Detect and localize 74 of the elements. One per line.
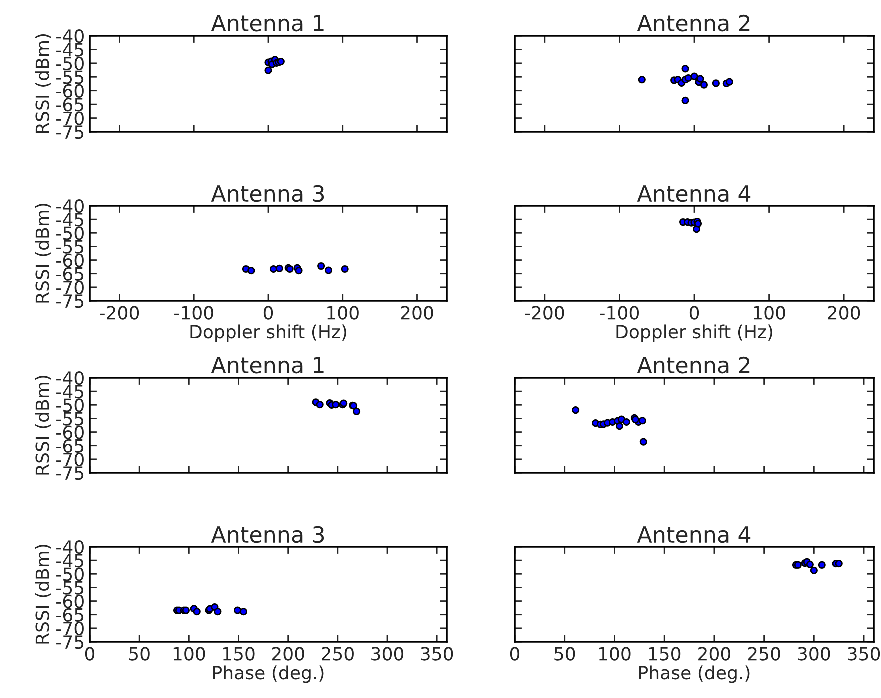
y-tick-label: -55 [56, 240, 84, 254]
x-tick-label: 350 [848, 647, 880, 661]
y-tick-label: -40 [56, 371, 84, 386]
chart-title: Antenna 1 [211, 15, 324, 32]
x-tick-label: -100 [174, 306, 214, 320]
y-tick-label: -40 [56, 29, 84, 44]
y-tick-label: -55 [56, 581, 84, 595]
y-tick-label: -70 [56, 280, 84, 295]
y-tick-label: -45 [56, 43, 84, 57]
y-tick-label: -55 [56, 70, 84, 84]
y-tick-label: -45 [56, 385, 84, 399]
y-tick-label: -70 [56, 622, 84, 636]
y-tick-label: -65 [56, 439, 84, 453]
x-tick-label: 100 [174, 647, 206, 661]
x-axis-title: Phase (deg.) [214, 666, 324, 684]
x-tick-label: 0 [690, 306, 700, 320]
x-tick-label: 350 [421, 647, 454, 661]
y-tick-label: -40 [56, 199, 84, 214]
x-tick-label: 200 [401, 306, 434, 320]
x-tick-label: 200 [698, 647, 730, 661]
x-tick-label: 200 [828, 306, 860, 320]
y-tick-label: -55 [56, 412, 84, 426]
y-tick-label: -75 [56, 126, 84, 140]
x-tick-label: 0 [85, 647, 95, 661]
y-axis-title: RSSI (dBm) [35, 545, 52, 644]
y-tick-label: -75 [56, 636, 84, 650]
x-tick-label: 250 [748, 647, 780, 661]
x-tick-label: 0 [510, 647, 520, 661]
chart-title: Antenna 4 [637, 526, 751, 544]
x-tick-label: 100 [754, 306, 786, 320]
x-tick-label: 100 [599, 647, 631, 661]
y-tick-label: -65 [56, 608, 84, 622]
chart-title: Antenna 4 [637, 186, 751, 202]
x-tick-label: 300 [798, 647, 830, 661]
x-tick-label: 300 [372, 647, 404, 661]
chart-title: Antenna 1 [211, 357, 324, 374]
x-tick-label: 50 [129, 647, 150, 661]
x-tick-label: 0 [264, 306, 274, 320]
y-tick-label: -50 [56, 568, 84, 582]
y-axis-title: RSSI (dBm) [35, 204, 52, 303]
y-axis-title: RSSI (dBm) [35, 34, 52, 134]
y-tick-label: -40 [56, 540, 84, 554]
y-tick-label: -65 [56, 267, 84, 281]
chart-title: Antenna 3 [211, 526, 324, 544]
x-tick-label: -200 [525, 306, 564, 320]
y-tick-label: -60 [56, 594, 84, 608]
x-tick-label: -200 [100, 306, 140, 320]
y-tick-label: -50 [56, 398, 84, 412]
x-tick-label: 50 [554, 647, 576, 661]
x-tick-label: 150 [649, 647, 681, 661]
y-tick-label: -50 [56, 56, 84, 71]
x-tick-label: 200 [272, 647, 304, 661]
x-axis-title: Doppler shift (Hz) [616, 324, 772, 342]
chart-title: Antenna 2 [637, 14, 750, 32]
y-tick-label: -60 [56, 254, 84, 268]
y-tick-label: -75 [56, 466, 84, 480]
y-tick-label: -60 [56, 426, 84, 440]
y-tick-label: -70 [56, 112, 84, 126]
chart-title: Antenna 3 [211, 185, 324, 202]
y-tick-label: -45 [56, 554, 84, 568]
y-tick-label: -65 [56, 98, 84, 112]
y-tick-label: -50 [56, 226, 84, 240]
x-axis-title: Phase (deg.) [640, 666, 750, 684]
x-axis-title: Doppler shift (Hz) [190, 324, 346, 342]
y-axis-title: RSSI (dBm) [35, 376, 52, 475]
x-tick-label: 100 [328, 306, 359, 320]
chart-title: Antenna 2 [637, 356, 750, 374]
y-tick-label: -60 [56, 84, 84, 98]
y-tick-label: -75 [56, 294, 84, 308]
x-tick-label: 250 [322, 647, 354, 661]
y-tick-label: -45 [56, 213, 84, 227]
x-tick-label: -100 [600, 306, 639, 320]
y-tick-label: -70 [56, 452, 84, 467]
x-tick-label: 150 [224, 647, 255, 661]
